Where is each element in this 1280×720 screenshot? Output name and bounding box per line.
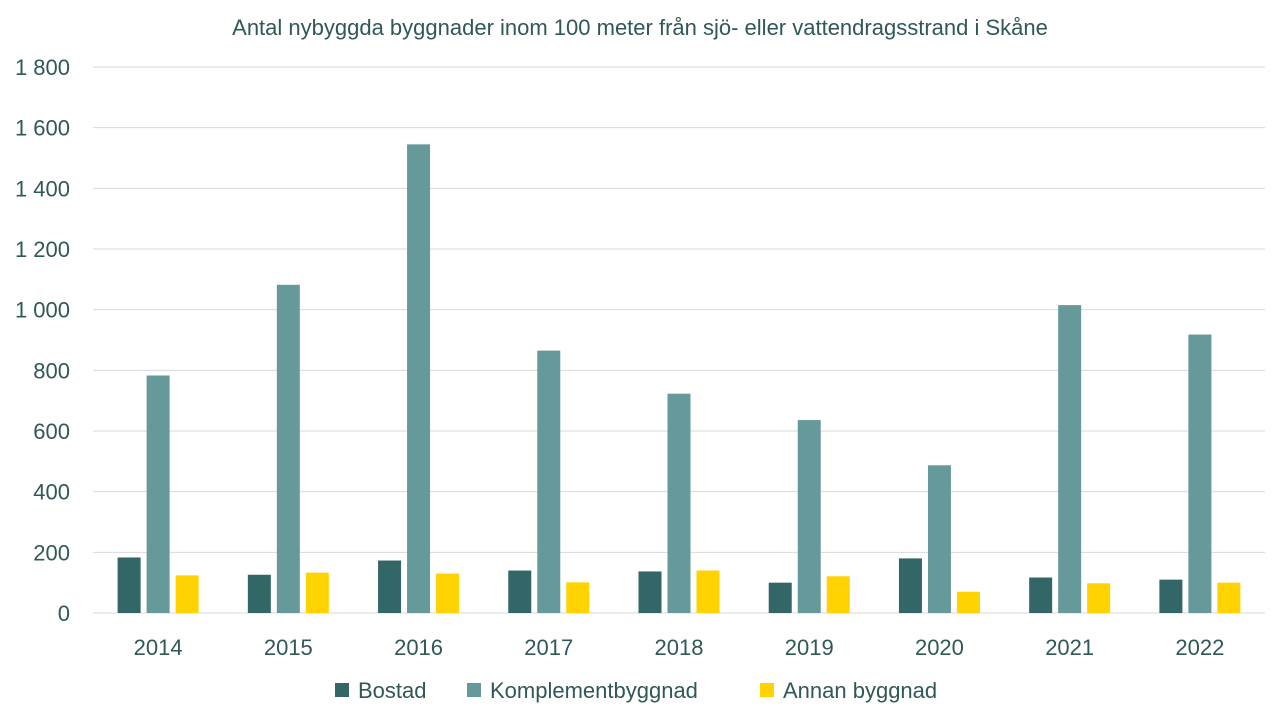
bar-annan-byggnad-2018 xyxy=(696,570,720,613)
x-axis-ticks: 2014 2015 2016 2017 2018 2019 2020 2021 2022 xyxy=(134,635,1225,660)
x-tick-label: 2019 xyxy=(785,635,834,660)
y-tick-label: 1 000 xyxy=(15,298,70,323)
legend-swatch-bostad xyxy=(335,683,349,697)
x-tick-label: 2016 xyxy=(394,635,443,660)
bar-annan-byggnad-2021 xyxy=(1087,583,1111,613)
bar-annan-byggnad-2022 xyxy=(1217,582,1241,613)
x-tick-label: 2015 xyxy=(264,635,313,660)
bar-komplementbyggnad-2022 xyxy=(1188,334,1212,613)
bar-annan-byggnad-2017 xyxy=(566,582,590,613)
bar-komplementbyggnad-2019 xyxy=(797,420,821,613)
bar-annan-byggnad-2019 xyxy=(826,576,850,613)
bar-bostad-2021 xyxy=(1029,577,1053,613)
bar-komplementbyggnad-2021 xyxy=(1058,305,1082,613)
bar-annan-byggnad-2020 xyxy=(956,591,980,613)
legend-swatch-komplementbyggnad xyxy=(467,683,481,697)
legend-label: Bostad xyxy=(358,678,427,703)
bar-bostad-2022 xyxy=(1159,579,1183,613)
bar-komplementbyggnad-2020 xyxy=(927,465,951,613)
bar-komplementbyggnad-2015 xyxy=(276,284,300,613)
bar-annan-byggnad-2014 xyxy=(175,575,199,613)
x-tick-label: 2017 xyxy=(524,635,573,660)
bar-bostad-2020 xyxy=(898,558,922,613)
bar-bostad-2016 xyxy=(378,560,402,613)
y-tick-label: 1 400 xyxy=(15,176,70,201)
x-tick-label: 2014 xyxy=(134,635,183,660)
x-tick-label: 2021 xyxy=(1045,635,1094,660)
bar-bostad-2017 xyxy=(508,570,532,613)
x-tick-label: 2018 xyxy=(655,635,704,660)
bar-bostad-2018 xyxy=(638,571,662,613)
chart-title: Antal nybyggda byggnader inom 100 meter … xyxy=(232,15,1048,40)
x-tick-label: 2022 xyxy=(1175,635,1224,660)
bar-bostad-2019 xyxy=(768,582,792,613)
bar-bostad-2014 xyxy=(117,557,141,613)
y-tick-label: 1 800 xyxy=(15,55,70,80)
legend-swatch-annan-byggnad xyxy=(760,683,774,697)
x-tick-label: 2020 xyxy=(915,635,964,660)
bar-annan-byggnad-2015 xyxy=(305,572,329,613)
y-axis-ticks: 0 200 400 600 800 1 000 1 200 1 400 1 600 1 800 xyxy=(15,55,70,626)
bar-komplementbyggnad-2014 xyxy=(146,375,170,613)
y-tick-label: 800 xyxy=(33,358,70,383)
y-tick-label: 0 xyxy=(58,601,70,626)
legend-label: Annan byggnad xyxy=(783,678,937,703)
y-tick-label: 1 600 xyxy=(15,116,70,141)
y-tick-label: 600 xyxy=(33,419,70,444)
legend-label: Komplementbyggnad xyxy=(490,678,698,703)
bar-komplementbyggnad-2016 xyxy=(407,144,431,613)
bars xyxy=(117,144,1241,613)
legend: Bostad Komplementbyggnad Annan byggnad xyxy=(335,678,937,703)
bar-komplementbyggnad-2018 xyxy=(667,393,691,613)
bar-annan-byggnad-2016 xyxy=(436,573,460,613)
y-tick-label: 400 xyxy=(33,480,70,505)
y-tick-label: 200 xyxy=(33,540,70,565)
bar-bostad-2015 xyxy=(247,574,271,613)
bar-komplementbyggnad-2017 xyxy=(537,350,561,613)
y-tick-label: 1 200 xyxy=(15,237,70,262)
